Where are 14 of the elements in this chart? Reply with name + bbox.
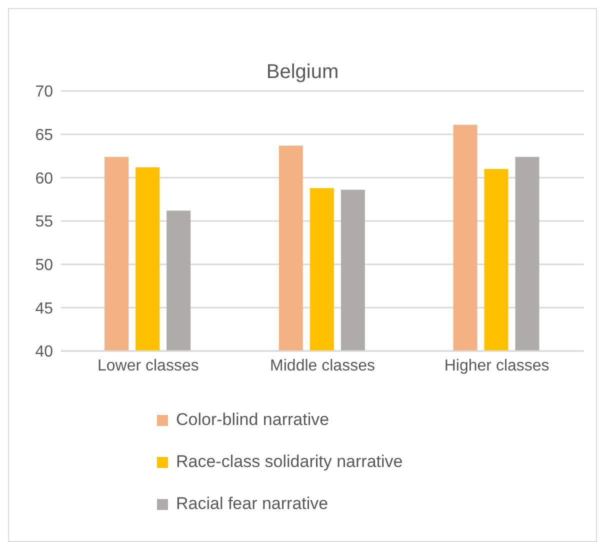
legend-label: Race-class solidarity narrative [176, 452, 403, 472]
x-tick-label: Higher classes [444, 357, 550, 374]
chart-title: Belgium [265, 61, 340, 84]
y-tick-label: 70 [35, 84, 54, 101]
legend-label: Racial fear narrative [176, 494, 328, 514]
y-tick-label: 65 [35, 127, 54, 144]
x-tick-label: Middle classes [270, 357, 375, 374]
y-tick-label: 55 [35, 214, 54, 231]
legend-label: Color-blind narrative [176, 410, 330, 430]
y-tick-label: 40 [35, 344, 54, 361]
y-tick-label: 50 [35, 257, 54, 274]
y-tick-label: 60 [35, 170, 54, 188]
y-tick-label: 45 [35, 300, 54, 318]
x-tick-label: Lower classes [97, 357, 199, 374]
